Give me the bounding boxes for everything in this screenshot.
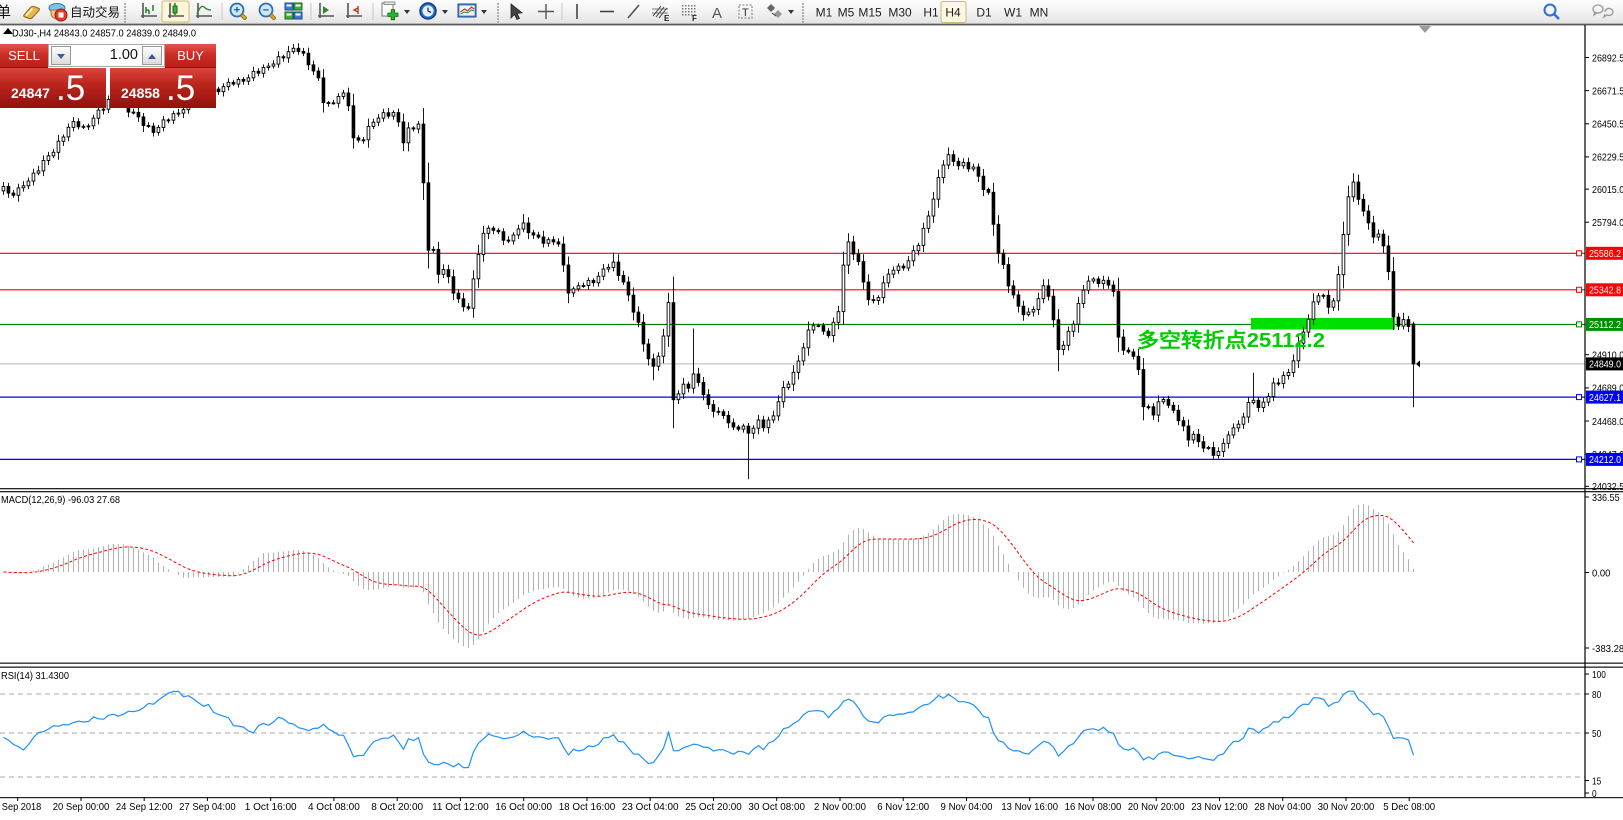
svg-text:15: 15 (1592, 775, 1601, 787)
svg-text:18 Oct 16:00: 18 Oct 16:00 (559, 801, 616, 813)
svg-text:24849.0: 24849.0 (1589, 359, 1621, 371)
svg-text:2 Nov 00:00: 2 Nov 00:00 (814, 801, 866, 813)
svg-text:16 Nov 08:00: 16 Nov 08:00 (1065, 801, 1122, 813)
svg-text:E: E (664, 14, 670, 23)
svg-text:−: − (263, 5, 269, 17)
svg-text:MACD(12,26,9) -96.03 27.68: MACD(12,26,9) -96.03 27.68 (1, 494, 120, 506)
svg-text:DJ30-,H4 24843.0 24857.0 2483: DJ30-,H4 24843.0 24857.0 24839.0 24849.0 (12, 28, 196, 40)
svg-text:7 Sep 2018: 7 Sep 2018 (0, 801, 41, 813)
svg-text:8 Oct 20:00: 8 Oct 20:00 (371, 801, 423, 813)
svg-text:0.00: 0.00 (1592, 567, 1611, 579)
svg-text:0: 0 (1592, 788, 1597, 800)
svg-text:16 Oct 00:00: 16 Oct 00:00 (495, 801, 552, 813)
svg-text:26671.5: 26671.5 (1592, 85, 1623, 97)
svg-text:M30: M30 (888, 6, 912, 20)
svg-text:1 Oct 16:00: 1 Oct 16:00 (245, 801, 297, 813)
svg-text:F: F (692, 14, 697, 23)
svg-text:25342.8: 25342.8 (1589, 285, 1621, 297)
svg-text:5 Dec 08:00: 5 Dec 08:00 (1383, 801, 1435, 813)
svg-text:23 Oct 04:00: 23 Oct 04:00 (622, 801, 679, 813)
svg-text:50: 50 (1592, 728, 1601, 740)
svg-text:100: 100 (1592, 669, 1606, 681)
svg-text:M1: M1 (816, 6, 833, 20)
svg-text:27 Sep 04:00: 27 Sep 04:00 (179, 801, 236, 813)
svg-text:26229.5: 26229.5 (1592, 152, 1623, 164)
svg-text:30 Nov 20:00: 30 Nov 20:00 (1318, 801, 1375, 813)
svg-text:28 Nov 04:00: 28 Nov 04:00 (1254, 801, 1311, 813)
svg-text:H4: H4 (945, 6, 961, 20)
svg-text:6 Nov 12:00: 6 Nov 12:00 (877, 801, 929, 813)
svg-text:M5: M5 (838, 6, 855, 20)
svg-text:RSI(14) 31.4300: RSI(14) 31.4300 (1, 670, 69, 682)
svg-text:T: T (742, 7, 749, 19)
svg-text:M15: M15 (858, 6, 882, 20)
svg-text:23 Nov 12:00: 23 Nov 12:00 (1191, 801, 1248, 813)
svg-text:26015.0: 26015.0 (1592, 184, 1623, 196)
svg-text:A: A (712, 5, 722, 22)
svg-text:24468.0: 24468.0 (1592, 416, 1623, 428)
svg-text:4 Oct 08:00: 4 Oct 08:00 (308, 801, 360, 813)
svg-text:H1: H1 (923, 6, 939, 20)
svg-text:MN: MN (1030, 6, 1049, 20)
svg-text:20 Sep 00:00: 20 Sep 00:00 (53, 801, 110, 813)
svg-text:25794.0: 25794.0 (1592, 217, 1623, 229)
svg-text:-383.28: -383.28 (1592, 643, 1623, 655)
svg-text:11 Oct 12:00: 11 Oct 12:00 (432, 801, 489, 813)
svg-text:26892.5: 26892.5 (1592, 52, 1623, 64)
svg-text:W1: W1 (1004, 6, 1022, 20)
svg-text:20 Nov 20:00: 20 Nov 20:00 (1128, 801, 1185, 813)
svg-text:D1: D1 (976, 6, 992, 20)
svg-text:24212.0: 24212.0 (1589, 454, 1621, 466)
svg-text:25 Oct 20:00: 25 Oct 20:00 (685, 801, 742, 813)
svg-text:自动交易: 自动交易 (70, 5, 120, 20)
svg-text:80: 80 (1592, 689, 1601, 701)
svg-text:25586.2: 25586.2 (1589, 248, 1621, 260)
svg-text:30 Oct 08:00: 30 Oct 08:00 (748, 801, 805, 813)
svg-text:336.55: 336.55 (1592, 492, 1620, 504)
svg-text:9 Nov 04:00: 9 Nov 04:00 (941, 801, 993, 813)
svg-text:26450.5: 26450.5 (1592, 119, 1623, 131)
svg-text:13 Nov 16:00: 13 Nov 16:00 (1001, 801, 1058, 813)
svg-text:24627.1: 24627.1 (1589, 392, 1621, 404)
svg-text:多空转折点25112.2: 多空转折点25112.2 (1137, 328, 1325, 352)
svg-text:+: + (234, 5, 240, 17)
svg-text:25112.2: 25112.2 (1589, 319, 1621, 331)
svg-text:24 Sep 12:00: 24 Sep 12:00 (116, 801, 173, 813)
svg-text:24032.5: 24032.5 (1592, 481, 1623, 493)
svg-text:单: 单 (0, 4, 11, 21)
